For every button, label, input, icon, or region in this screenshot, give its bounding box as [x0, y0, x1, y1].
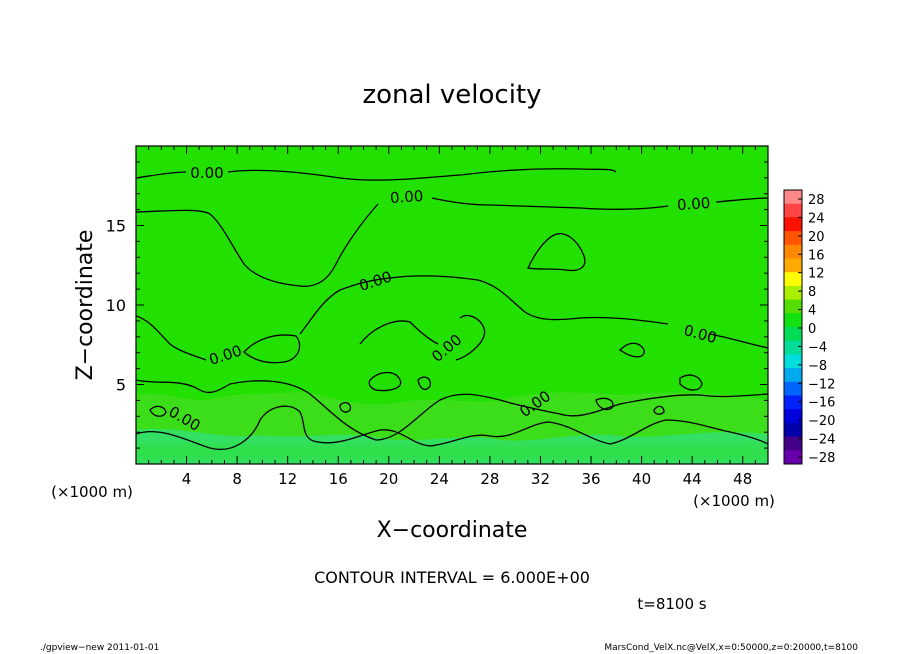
- x-tick-label: 12: [278, 470, 297, 488]
- field-shading: [136, 392, 768, 464]
- colorbar-swatch: [784, 422, 802, 438]
- contour-label: 0.00: [389, 187, 424, 207]
- colorbar-swatch: [784, 285, 802, 301]
- colorbar-swatch: [784, 313, 802, 328]
- colorbar-label: −24: [808, 433, 835, 448]
- colorbar-swatch: [784, 299, 802, 314]
- footer-right: MarsCond_VelX.nc@VelX,x=0:50000,z=0:2000…: [604, 643, 858, 653]
- colorbar-frame: [783, 189, 803, 465]
- colorbar-swatch: [784, 340, 802, 355]
- colorbar-swatch: [784, 327, 802, 342]
- colorbar-swatch: [784, 381, 802, 396]
- colorbar-label: 20: [808, 230, 825, 245]
- x-unit-left: (×1000 m): [51, 483, 133, 501]
- y-tick-label: 10: [106, 296, 126, 315]
- colorbar-label: −16: [808, 396, 835, 411]
- y-tick-label: 15: [106, 217, 126, 236]
- colorbar-swatch: [784, 244, 802, 259]
- colorbar-label: −4: [808, 340, 827, 355]
- colorbar-swatch: [784, 354, 802, 369]
- colorbar-swatch: [784, 272, 802, 287]
- colorbar-swatch: [784, 409, 802, 424]
- x-tick-label: 40: [632, 470, 651, 488]
- colorbar-swatch: [784, 368, 802, 383]
- colorbar-label: 4: [808, 304, 816, 319]
- colorbar-label: −28: [808, 451, 835, 466]
- x-tick-label: 44: [683, 470, 702, 488]
- colorbar-label: −20: [808, 414, 835, 429]
- x-tick-label: 8: [232, 470, 242, 488]
- x-tick-label: 48: [733, 470, 752, 488]
- colorbar-swatch: [784, 217, 802, 232]
- colorbar-swatch: [784, 231, 802, 246]
- colorbar-swatch: [784, 450, 802, 465]
- x-tick-label: 16: [329, 470, 348, 488]
- colorbar: 28 24 20 16 12 8 4 0 −4 −8 −12 −16 −20 −24 −28: [783, 189, 835, 466]
- colorbar-label: −12: [808, 377, 835, 392]
- y-tick-label: 5: [116, 376, 126, 395]
- colorbar-label: 0: [808, 322, 816, 337]
- time-stamp: t=8100 s: [637, 595, 706, 613]
- x-tick-label: 36: [581, 470, 600, 488]
- contour-interval: CONTOUR INTERVAL = 6.000E+00: [314, 568, 590, 587]
- colorbar-swatch: [784, 436, 802, 451]
- colorbar-swatch: [784, 203, 802, 218]
- colorbar-label: 24: [808, 211, 825, 226]
- colorbar-label: 8: [808, 285, 816, 300]
- x-unit-right: (×1000 m): [693, 492, 775, 510]
- colorbar-swatch: [784, 395, 802, 410]
- x-tick-label: 24: [430, 470, 449, 488]
- colorbar-swatch: [784, 190, 802, 205]
- colorbar-swatch: [784, 258, 802, 273]
- y-axis-label: Z−coordinate: [73, 230, 98, 381]
- contour-label: 0.00: [190, 164, 223, 182]
- x-tick-label: 28: [480, 470, 499, 488]
- footer-left: ./gpview−new 2011-01-01: [40, 643, 159, 653]
- colorbar-label: 16: [808, 248, 825, 263]
- colorbar-label: 12: [808, 267, 825, 282]
- colorbar-label: 28: [808, 193, 825, 208]
- x-tick-label: 32: [531, 470, 550, 488]
- contour-label: 0.00: [676, 194, 711, 214]
- x-tick-label: 20: [379, 470, 398, 488]
- x-axis-label: X−coordinate: [377, 518, 528, 543]
- contour-lines: [136, 168, 768, 450]
- x-tick-label: 4: [182, 470, 192, 488]
- chart-title: zonal velocity: [362, 80, 541, 110]
- colorbar-label: −8: [808, 359, 827, 374]
